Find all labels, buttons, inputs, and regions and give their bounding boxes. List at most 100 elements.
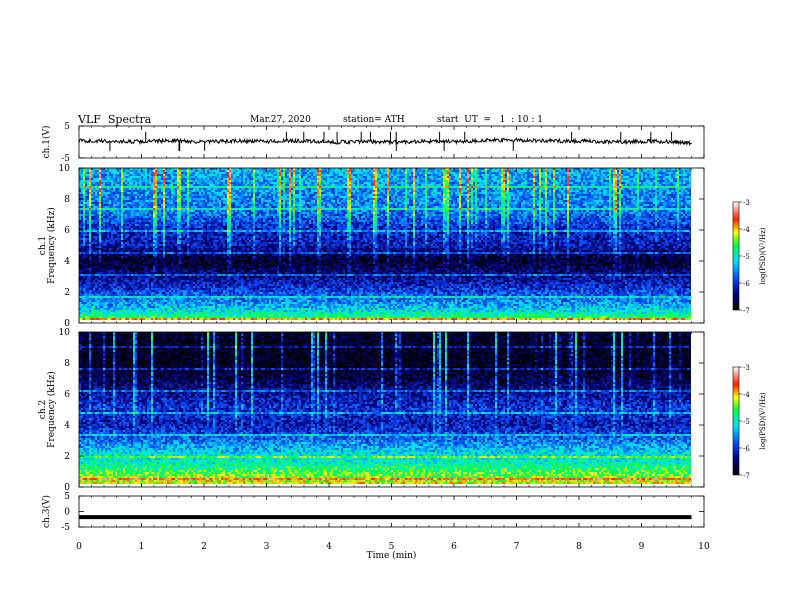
spectrogram-cell — [311, 176, 313, 178]
spectrogram-cell — [463, 194, 465, 196]
spectrogram-cell — [687, 180, 689, 182]
spectrogram-cell — [167, 180, 169, 182]
spectrogram-cell — [539, 192, 541, 194]
spectrogram-cell — [445, 168, 447, 170]
spectrogram-cell — [561, 196, 563, 198]
spectrogram-cell — [389, 168, 391, 170]
spectrogram-cell — [299, 176, 301, 178]
spectrogram-cell — [83, 172, 85, 174]
spectrogram-cell — [125, 168, 127, 170]
spectrogram-cell — [241, 198, 243, 200]
spectrogram-cell — [683, 190, 685, 192]
spectrogram-cell — [319, 192, 321, 194]
spectrogram-cell — [481, 192, 483, 194]
spectrogram-cell — [361, 178, 363, 180]
spectrogram-cell — [89, 170, 91, 172]
spectrogram-cell — [551, 198, 553, 200]
spectrogram-cell — [129, 170, 131, 172]
spectrogram-cell — [303, 194, 305, 196]
spectrogram-cell — [141, 198, 143, 200]
spectrogram-cell — [651, 184, 653, 186]
spectrogram-cell — [369, 170, 371, 172]
spectrogram-cell — [153, 182, 155, 184]
spectrogram-cell — [235, 174, 237, 176]
spectrogram-cell — [219, 174, 221, 176]
spectrogram-cell — [489, 196, 491, 198]
spectrogram-cell — [605, 180, 607, 182]
spectrogram-cell — [449, 192, 451, 194]
spectrogram-cell — [283, 192, 285, 194]
spectrogram-cell — [403, 178, 405, 180]
spectrogram-cell — [245, 178, 247, 180]
spectrogram-cell — [155, 176, 157, 178]
spectrogram-cell — [239, 192, 241, 194]
spectrogram-cell — [679, 170, 681, 172]
spectrogram-cell — [507, 174, 509, 176]
spectrogram-cell — [245, 198, 247, 200]
spectrogram-cell — [529, 194, 531, 196]
spectrogram-cell — [491, 178, 493, 180]
spectrogram-cell — [461, 178, 463, 180]
spectrogram-cell — [655, 182, 657, 184]
spectrogram-cell — [543, 182, 545, 184]
spectrogram-cell — [409, 198, 411, 200]
spectrogram-cell — [289, 168, 291, 170]
spectrogram-cell — [335, 192, 337, 194]
spectrogram-cell — [251, 180, 253, 182]
spectrogram-cell — [311, 186, 313, 188]
spectrogram-cell — [261, 190, 263, 192]
spectrogram-cell — [273, 190, 275, 192]
spectrogram-cell — [401, 192, 403, 194]
spectrogram-cell — [663, 196, 665, 198]
spectrogram-cell — [165, 180, 167, 182]
spectrogram-cell — [581, 198, 583, 200]
spectrogram-cell — [675, 180, 677, 182]
spectrogram-cell — [479, 178, 481, 180]
spectrogram-cell — [271, 180, 273, 182]
spectrogram-cell — [505, 190, 507, 192]
spectrogram-cell — [615, 186, 617, 188]
spectrogram-cell — [537, 182, 539, 184]
spectrogram-cell — [615, 170, 617, 172]
spectrogram-cell — [345, 194, 347, 196]
spectrogram-cell — [535, 192, 537, 194]
spectrogram-cell — [449, 176, 451, 178]
spectrogram-cell — [533, 198, 535, 200]
spectrogram-cell — [503, 192, 505, 194]
spectrogram-cell — [195, 176, 197, 178]
spectrogram-cell — [347, 168, 349, 170]
spectrogram-cell — [293, 184, 295, 186]
spectrogram-cell — [469, 172, 471, 174]
spectrogram-cell — [447, 186, 449, 188]
spectrogram-cell — [663, 172, 665, 174]
spectrogram-cell — [107, 192, 109, 194]
spectrogram-cell — [109, 176, 111, 178]
spectrogram-cell — [621, 190, 623, 192]
spectrogram-cell — [609, 196, 611, 198]
spectrogram-cell — [617, 170, 619, 172]
spectrogram-cell — [199, 176, 201, 178]
spectrogram-cell — [587, 192, 589, 194]
spectrogram-cell — [517, 196, 519, 198]
spectrogram-cell — [581, 180, 583, 182]
spectrogram-cell — [109, 184, 111, 186]
spectrogram-cell — [165, 170, 167, 172]
spectrogram-cell — [465, 168, 467, 170]
spectrogram-cell — [83, 178, 85, 180]
spectrogram-cell — [239, 182, 241, 184]
spectrogram-cell — [435, 196, 437, 198]
spectrogram-cell — [657, 178, 659, 180]
spectrogram-cell — [259, 188, 261, 190]
spectrogram-cell — [199, 192, 201, 194]
spectrogram-cell — [257, 174, 259, 176]
spectrogram-cell — [95, 180, 97, 182]
spectrogram-cell — [349, 188, 351, 190]
spectrogram-cell — [395, 190, 397, 192]
spectrogram-cell — [293, 192, 295, 194]
spectrogram-cell — [639, 184, 641, 186]
spectrogram-cell — [439, 168, 441, 170]
spectrogram-cell — [127, 196, 129, 198]
spectrogram-cell — [471, 190, 473, 192]
spectrogram-cell — [507, 194, 509, 196]
spectrogram-cell — [179, 190, 181, 192]
